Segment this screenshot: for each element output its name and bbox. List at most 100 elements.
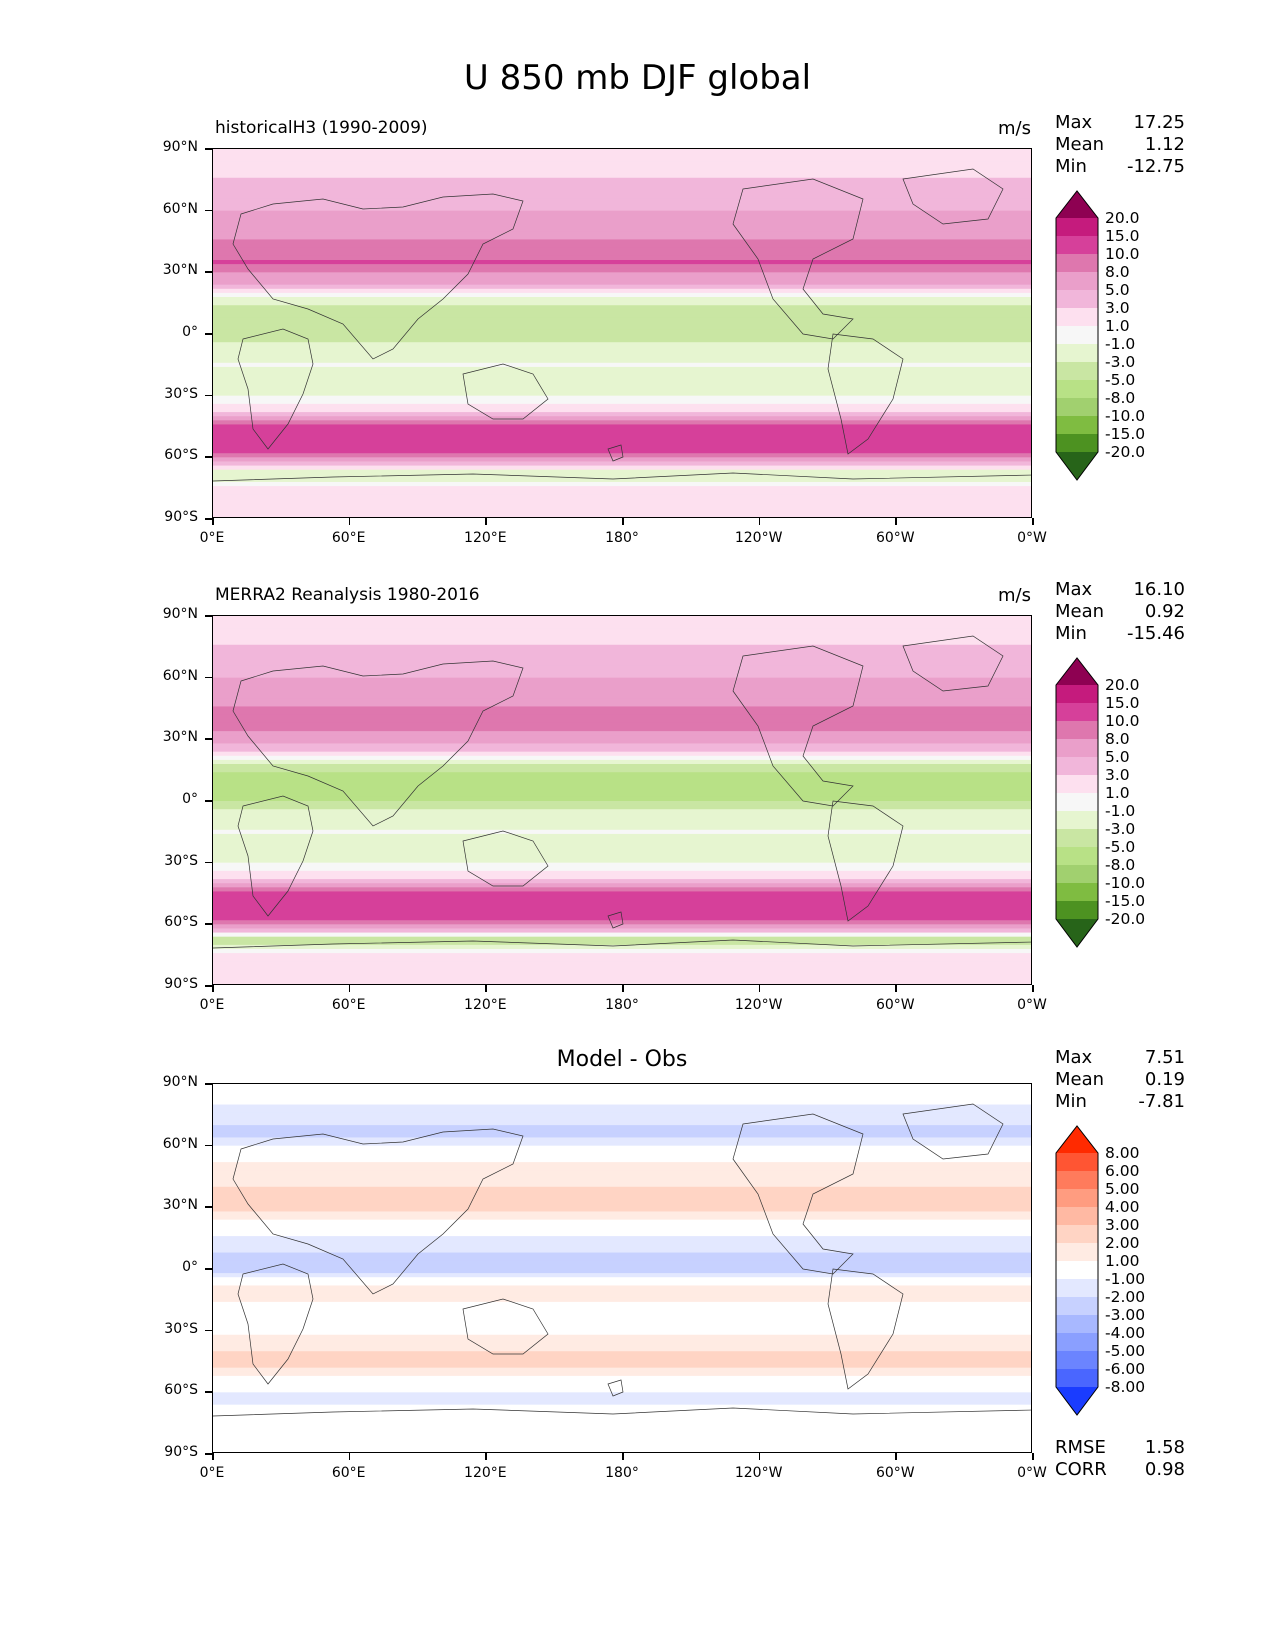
x-tick-mark: [895, 518, 897, 525]
zonal-band: [213, 1396, 1031, 1402]
colorbar-segment: [1056, 847, 1098, 866]
zonal-band: [213, 1100, 1031, 1106]
coastline: [213, 939, 1031, 949]
zonal-band: [213, 710, 1031, 716]
zonal-band: [213, 371, 1031, 376]
zonal-band: [213, 1408, 1031, 1414]
zonal-band: [213, 1322, 1031, 1328]
stat-rmse: 1.58: [1144, 1437, 1185, 1458]
colorbar-graphic: [1055, 190, 1099, 481]
zonal-band: [213, 288, 1031, 294]
x-tick-mark: [1032, 518, 1034, 525]
zonal-band: [213, 1310, 1031, 1315]
zonal-band: [213, 1232, 1031, 1237]
zonal-band: [213, 223, 1031, 228]
y-tick-label: 90°S: [164, 509, 198, 525]
colorbar-tick-label: 20.0: [1105, 676, 1140, 694]
zonal-band: [213, 616, 1031, 621]
zonal-band: [213, 780, 1031, 786]
x-tick-mark: [895, 1453, 897, 1460]
y-tick-mark: [205, 394, 212, 397]
y-tick-mark: [205, 1144, 212, 1147]
y-tick-mark: [205, 209, 212, 212]
y-tick-label: 60°N: [162, 667, 198, 684]
y-tick-label: 60°S: [164, 1382, 198, 1399]
zonal-band: [213, 920, 1031, 925]
colorbar-tick-label: 10.0: [1105, 712, 1140, 730]
zonal-band: [213, 776, 1031, 782]
stat-min: -7.81: [1138, 1091, 1185, 1112]
zonal-band: [213, 342, 1031, 347]
panel-title: historicalH3 (1990-2009): [215, 118, 428, 138]
zonal-band: [213, 1227, 1031, 1233]
zonal-band: [213, 416, 1031, 421]
zonal-band: [213, 879, 1031, 884]
colorbar-tick-label: 8.0: [1105, 263, 1130, 281]
zonal-band: [213, 198, 1031, 204]
y-tick-label: 30°S: [164, 385, 198, 402]
zonal-band: [213, 866, 1031, 872]
zonal-band: [213, 514, 1031, 517]
zonal-band: [213, 1277, 1031, 1282]
zonal-band: [213, 1404, 1031, 1410]
zonal-band: [213, 165, 1031, 171]
colorbar-segment: [1056, 1225, 1098, 1244]
zonal-band: [213, 891, 1031, 897]
zonal-band: [213, 1306, 1031, 1311]
stat-mean: 1.12: [1144, 134, 1185, 155]
zonal-band: [213, 887, 1031, 893]
colorbar-extend-max: [1056, 191, 1098, 218]
zonal-band: [213, 177, 1031, 183]
y-tick-label: 30°S: [164, 1320, 198, 1337]
zonal-band: [213, 669, 1031, 675]
zonal-band: [213, 936, 1031, 942]
zonal-band: [213, 731, 1031, 736]
zonal-band: [213, 1375, 1031, 1381]
zonal-band: [213, 928, 1031, 934]
zonal-band: [213, 362, 1031, 368]
zonal-band: [213, 899, 1031, 905]
zonal-band: [213, 432, 1031, 438]
zonal-band: [213, 272, 1031, 278]
x-tick-mark: [622, 518, 624, 525]
zonal-band: [213, 1178, 1031, 1184]
y-tick-mark: [205, 615, 212, 617]
x-tick-label: 120°E: [464, 997, 507, 1013]
x-tick-mark: [758, 518, 761, 525]
zonal-band: [213, 218, 1031, 224]
colorbar-segment: [1056, 1153, 1098, 1172]
zonal-band: [213, 813, 1031, 819]
zonal-band: [213, 292, 1031, 298]
zonal-band: [213, 214, 1031, 220]
zonal-band: [213, 907, 1031, 913]
zonal-band: [213, 1347, 1031, 1352]
zonal-band: [213, 346, 1031, 352]
colorbar-tick-label: 6.00: [1105, 1162, 1140, 1180]
zonal-band: [213, 846, 1031, 851]
colorbar-segment: [1056, 326, 1098, 345]
y-tick-mark: [205, 333, 212, 335]
colorbar-tick-label: -20.0: [1105, 910, 1146, 928]
zonal-band: [213, 1314, 1031, 1319]
zonal-band: [213, 940, 1031, 946]
colorbar-tick-label: -3.0: [1105, 820, 1136, 838]
colorbar-segment: [1056, 308, 1098, 327]
units-label: m/s: [998, 585, 1031, 606]
zonal-band: [213, 358, 1031, 364]
y-tick-label: 90°N: [162, 139, 198, 155]
zonal-band: [213, 1186, 1031, 1192]
colorbar-segment: [1056, 434, 1098, 453]
x-tick-mark: [485, 518, 487, 525]
zonal-band: [213, 465, 1031, 471]
x-tick-mark: [758, 985, 761, 992]
colorbar-segment: [1056, 1297, 1098, 1316]
stat-label: Mean: [1055, 1069, 1105, 1090]
zonal-band: [213, 1248, 1031, 1254]
zonal-band: [213, 838, 1031, 843]
zonal-band: [213, 1129, 1031, 1134]
zonal-band: [213, 1260, 1031, 1266]
zonal-band: [213, 1108, 1031, 1114]
zonal-band: [213, 924, 1031, 930]
y-tick-label: 0°: [182, 1259, 198, 1275]
zonal-band: [213, 665, 1031, 671]
